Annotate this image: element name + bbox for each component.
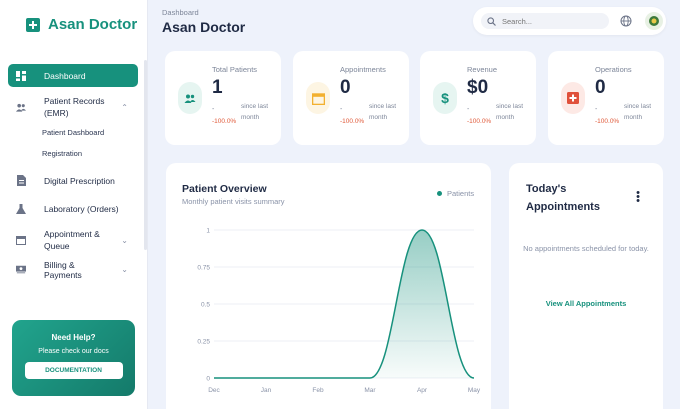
stat-change: -100.0% xyxy=(212,118,237,125)
avatar-emblem-icon xyxy=(649,16,659,26)
money-icon xyxy=(16,265,26,275)
stat-since: since last month xyxy=(624,103,652,121)
users-icon xyxy=(16,102,26,112)
stat-value: 0 xyxy=(595,77,606,98)
brand[interactable]: Asan Doctor xyxy=(26,16,137,33)
sidebar-item-label: Dashboard xyxy=(44,70,86,81)
stat-card: Operations 0 - -100.0% since last month xyxy=(548,51,664,145)
sidebar-item-billing-payments[interactable]: Billing & Payments ⌄ xyxy=(8,258,138,281)
sidebar-item-digital-prescription[interactable]: Digital Prescription xyxy=(8,169,138,192)
stat-card: Total Patients 1 - -100.0% since last mo… xyxy=(165,51,281,145)
stat-label: Appointments xyxy=(340,65,386,74)
globe-icon[interactable] xyxy=(620,15,632,27)
x-tick-label: Dec xyxy=(208,387,220,394)
x-tick-label: Mar xyxy=(364,387,376,394)
patient-overview-card: Patient Overview Monthly patient visits … xyxy=(166,163,491,409)
help-title: Need Help? xyxy=(51,333,96,342)
top-bar xyxy=(473,7,666,35)
sidebar-nav: Dashboard Patient Records (EMR) ⌃ Patien… xyxy=(8,64,138,281)
search-icon xyxy=(487,16,496,26)
grid-icon xyxy=(16,70,26,81)
search-box[interactable] xyxy=(481,13,609,29)
sidebar-item-laboratory[interactable]: Laboratory (Orders) xyxy=(8,197,138,220)
sidebar-item-label: Billing & Payments xyxy=(44,259,82,280)
legend-swatch xyxy=(437,191,442,196)
patient-overview-chart: 0 0.25 0.5 0.75 1 Dec Jan Feb Mar Apr May xyxy=(197,228,481,395)
y-tick-label: 0.25 xyxy=(197,339,210,346)
dollar-icon: $ xyxy=(433,82,457,114)
sidebar-item-label: Patient Records (EMR) xyxy=(44,96,105,118)
users-icon xyxy=(178,82,202,114)
x-tick-label: May xyxy=(468,387,481,394)
chevron-down-icon[interactable]: ⌄ xyxy=(121,235,128,245)
stat-value: $0 xyxy=(467,77,489,98)
stat-label: Total Patients xyxy=(212,65,258,74)
x-tick-label: Apr xyxy=(417,387,428,394)
y-tick-label: 0 xyxy=(206,376,210,383)
stat-change: -100.0% xyxy=(595,118,620,125)
appointments-empty-text: No appointments scheduled for today. xyxy=(523,244,649,253)
chevron-down-icon[interactable]: ⌄ xyxy=(121,265,128,274)
view-all-appointments-link[interactable]: View All Appointments xyxy=(545,299,627,308)
legend-label: Patients xyxy=(447,189,475,198)
calendar-icon xyxy=(306,82,330,114)
stat-dash: - xyxy=(595,106,598,113)
help-card: Need Help? Please check our docs DOCUMEN… xyxy=(12,320,135,396)
x-tick-label: Feb xyxy=(312,387,324,394)
calendar-icon xyxy=(16,235,26,245)
series-area-patients xyxy=(214,230,474,378)
sidebar-item-patient-records[interactable]: Patient Records (EMR) ⌃ xyxy=(8,92,138,122)
y-tick-label: 0.75 xyxy=(197,265,210,272)
search-input[interactable] xyxy=(502,16,602,26)
stat-value: 1 xyxy=(212,77,223,98)
stat-change: -100.0% xyxy=(467,118,492,125)
stat-card: $ Revenue $0 - -100.0% since last month xyxy=(420,51,536,145)
sidebar-item-label: Appointment & Queue xyxy=(44,229,100,251)
overview-title: Patient Overview xyxy=(182,183,267,195)
x-tick-label: Jan xyxy=(261,387,272,394)
stat-card: Appointments 0 - -100.0% since last mont… xyxy=(293,51,409,145)
sidebar-subitem-patient-dashboard[interactable]: Patient Dashboard xyxy=(42,128,105,137)
series-line-patients xyxy=(214,229,475,379)
stat-since: since last month xyxy=(496,103,524,121)
stat-change: -100.0% xyxy=(340,118,365,125)
sidebar-subitem-registration[interactable]: Registration xyxy=(42,149,83,158)
stat-since: since last month xyxy=(241,103,269,121)
help-text: Please check our docs xyxy=(38,348,109,355)
more-options-icon[interactable]: • • • xyxy=(636,187,640,207)
stat-since: since last month xyxy=(369,103,397,121)
todays-appointments-card: Today's Appointments • • • No appointments… xyxy=(509,163,663,409)
sidebar-item-label: Laboratory (Orders) xyxy=(44,203,119,214)
chevron-up-icon[interactable]: ⌃ xyxy=(121,102,128,112)
document-icon xyxy=(16,175,26,186)
breadcrumb[interactable]: Dashboard xyxy=(162,8,199,17)
y-tick-label: 1 xyxy=(206,228,210,235)
sidebar-scrollbar[interactable] xyxy=(144,60,147,250)
page-title: Asan Doctor xyxy=(162,19,246,35)
avatar[interactable] xyxy=(645,12,663,30)
medical-cross-icon xyxy=(26,17,40,32)
stat-dash: - xyxy=(340,106,343,113)
chart-legend[interactable]: Patients xyxy=(437,189,474,198)
appointments-title: Today's Appointments xyxy=(526,183,600,213)
stat-value: 0 xyxy=(340,77,351,98)
documentation-button[interactable]: DOCUMENTATION xyxy=(24,362,123,379)
flask-icon xyxy=(16,203,26,214)
sidebar-item-dashboard[interactable]: Dashboard xyxy=(8,64,138,87)
brand-name: Asan Doctor xyxy=(48,16,138,33)
stat-label: Revenue xyxy=(467,65,498,74)
stat-dash: - xyxy=(212,106,215,113)
overview-subtitle: Monthly patient visits summary xyxy=(182,197,285,206)
sidebar: Asan Doctor Dashboard Patient Records (E… xyxy=(0,0,148,409)
medical-cross-icon xyxy=(561,82,585,114)
y-tick-label: 0.5 xyxy=(201,302,210,309)
stat-dash: - xyxy=(467,106,470,113)
svg-text:$: $ xyxy=(441,91,449,106)
sidebar-item-appointment-queue[interactable]: Appointment & Queue ⌄ xyxy=(8,225,138,255)
sidebar-item-label: Digital Prescription xyxy=(44,175,115,186)
stat-label: Operations xyxy=(595,65,632,74)
